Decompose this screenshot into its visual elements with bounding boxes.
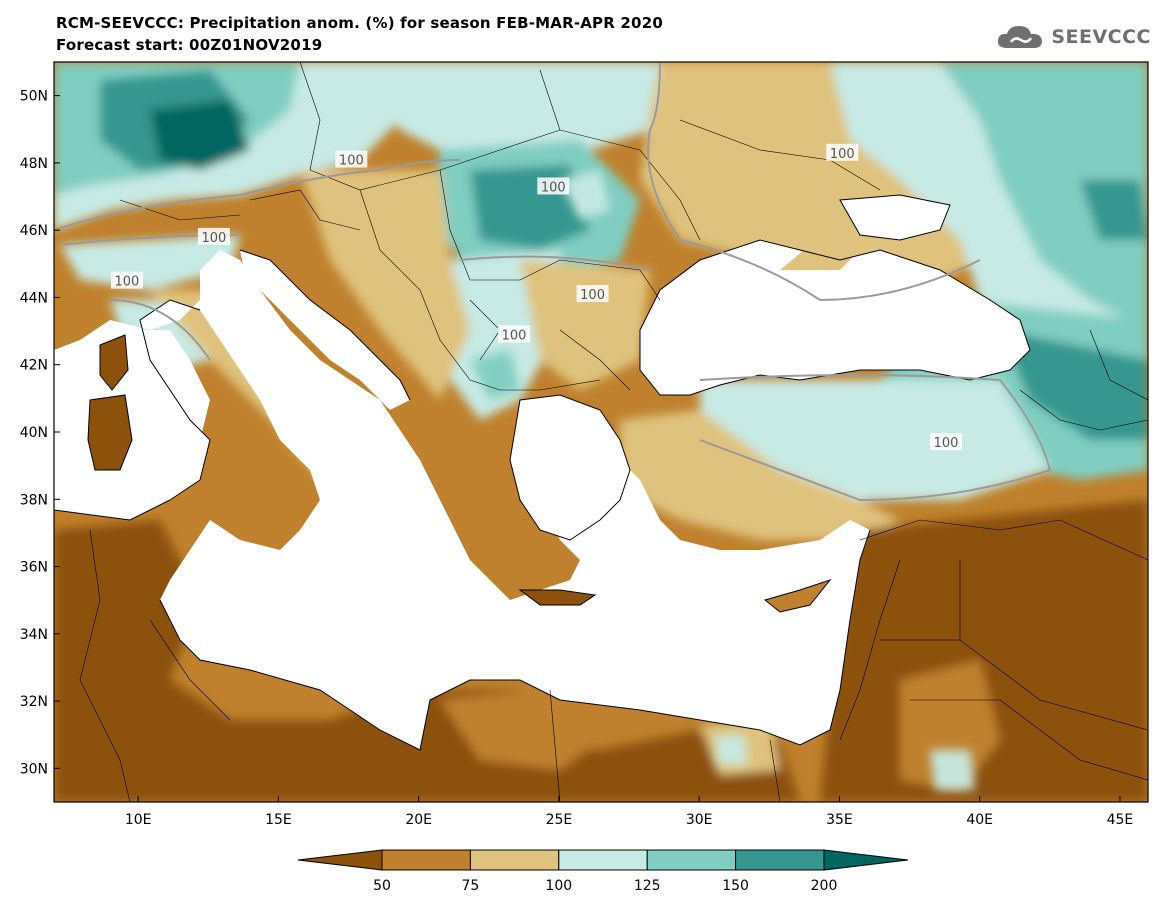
colorbar-segment (646, 849, 737, 871)
logo-text: SEEVCCC (1051, 26, 1151, 48)
lon-label: 20E (405, 812, 432, 828)
contour-label: 100 (115, 275, 140, 290)
contour-label: 100 (580, 288, 605, 303)
country-borders (79, 62, 1148, 802)
contour-label-bg (576, 285, 609, 303)
longitude-axis: 10E 15E 20E 25E 30E 35E 40E 45E (125, 796, 1133, 828)
lat-label: 38N (20, 492, 48, 508)
cloud-icon (998, 26, 1043, 48)
lon-label: 25E (546, 812, 573, 828)
contour-label-bg (930, 433, 963, 451)
contour-label-bg (335, 150, 368, 168)
contour-100 (54, 62, 1052, 502)
lon-label: 30E (686, 812, 713, 828)
map-title: RCM-SEEVCCC: Precipitation anom. (%) for… (56, 14, 663, 32)
contour-label: 100 (339, 154, 364, 169)
lon-label: 45E (1107, 812, 1134, 828)
lat-label: 40N (20, 425, 48, 441)
contour-label: 100 (830, 147, 855, 162)
colorbar-label: 75 (461, 878, 479, 894)
colorbar-segment (469, 849, 560, 871)
coastlines (54, 194, 1031, 751)
contour-label: 100 (502, 328, 527, 343)
colorbar-label: 125 (634, 878, 661, 894)
lon-label: 40E (966, 812, 993, 828)
lon-label: 10E (125, 812, 152, 828)
lon-label: 15E (265, 812, 292, 828)
colorbar-label: 200 (811, 878, 838, 894)
colorbar-segment (381, 849, 471, 871)
colorbar: 50 75 100 125 150 200 (297, 849, 909, 894)
lon-label: 35E (826, 812, 853, 828)
contour-labels: 100 100 100 100 100 100 100 100 (110, 143, 963, 451)
lat-label: 48N (20, 156, 48, 172)
latitude-axis: 50N 48N 46N 44N 42N 40N 38N 36N 34N 32N 30N (20, 89, 60, 777)
colorbar-label: 50 (373, 878, 391, 894)
lat-label: 46N (20, 223, 48, 239)
contour-label-bg (826, 143, 859, 161)
contour-label: 100 (541, 180, 566, 195)
colorbar-segment (735, 849, 825, 871)
lat-label: 36N (20, 560, 48, 576)
contour-label-bg (197, 227, 230, 245)
contour-label-bg (537, 177, 570, 195)
lat-label: 30N (20, 761, 48, 777)
contour-label-bg (110, 271, 143, 289)
map-field (54, 62, 1148, 802)
seevccc-logo: SEEVCCC (995, 22, 1151, 52)
lat-label: 34N (20, 627, 48, 643)
contour-label-bg (498, 325, 531, 343)
lat-label: 50N (20, 89, 48, 105)
colorbar-label: 150 (722, 878, 749, 894)
lat-label: 44N (20, 290, 48, 306)
colorbar-segment-low (297, 849, 383, 871)
colorbar-label: 100 (545, 878, 572, 894)
colorbar-segment (558, 849, 648, 871)
colorbar-segment-high (823, 849, 909, 871)
lat-label: 42N (20, 358, 48, 374)
contour-label: 100 (201, 231, 226, 246)
forecast-start: Forecast start: 00Z01NOV2019 (56, 36, 323, 54)
lat-label: 32N (20, 694, 48, 710)
contour-label: 100 (934, 436, 959, 451)
